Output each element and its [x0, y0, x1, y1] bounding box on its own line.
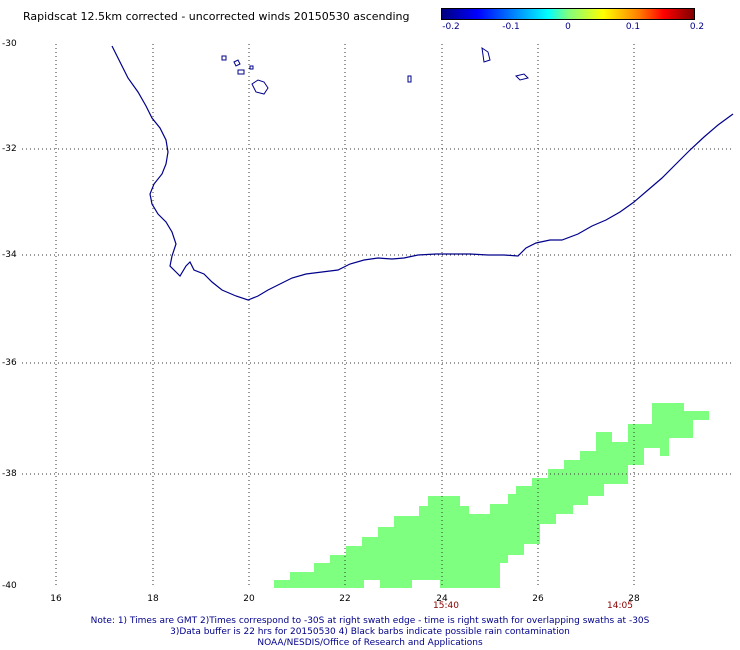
- longitude-label: 22: [339, 594, 351, 604]
- longitude-label: 26: [532, 594, 544, 604]
- latitude-label: -30: [2, 39, 17, 49]
- longitude-label: 16: [50, 594, 62, 604]
- colorbar-tick-label: -0.1: [502, 22, 520, 32]
- footnote-line: Note: 1) Times are GMT 2)Times correspon…: [90, 616, 650, 626]
- island: [221, 46, 529, 95]
- longitude-label: 28: [628, 594, 640, 604]
- swath-time-label: 14:05: [607, 601, 633, 611]
- colorbar: [441, 8, 695, 20]
- latitude-label: -34: [2, 250, 17, 260]
- swath-time-label: 15:40: [433, 601, 459, 611]
- colorbar-tick-label: -0.2: [442, 22, 460, 32]
- colorbar-tick-label: 0.1: [625, 22, 641, 32]
- latitude-label: -32: [2, 144, 17, 154]
- colorbar-tick-label: 0.2: [689, 22, 705, 32]
- wind-swath: [274, 403, 709, 588]
- longitude-label: 20: [243, 594, 255, 604]
- latitude-label: -40: [2, 581, 17, 591]
- coastline: [111, 45, 734, 301]
- map-title: Rapidscat 12.5km corrected - uncorrected…: [23, 10, 410, 23]
- longitude-label: 24: [436, 594, 448, 604]
- graticule: [22, 44, 733, 588]
- colorbar-tick-label: 0: [565, 22, 571, 32]
- footnote-line: 3)Data buffer is 22 hrs for 20150530 4) …: [170, 627, 570, 637]
- latitude-label: -36: [2, 358, 17, 368]
- latitude-label: -38: [2, 469, 17, 479]
- longitude-label: 18: [147, 594, 159, 604]
- footnote-credit: NOAA/NESDIS/Office of Research and Appli…: [257, 638, 483, 648]
